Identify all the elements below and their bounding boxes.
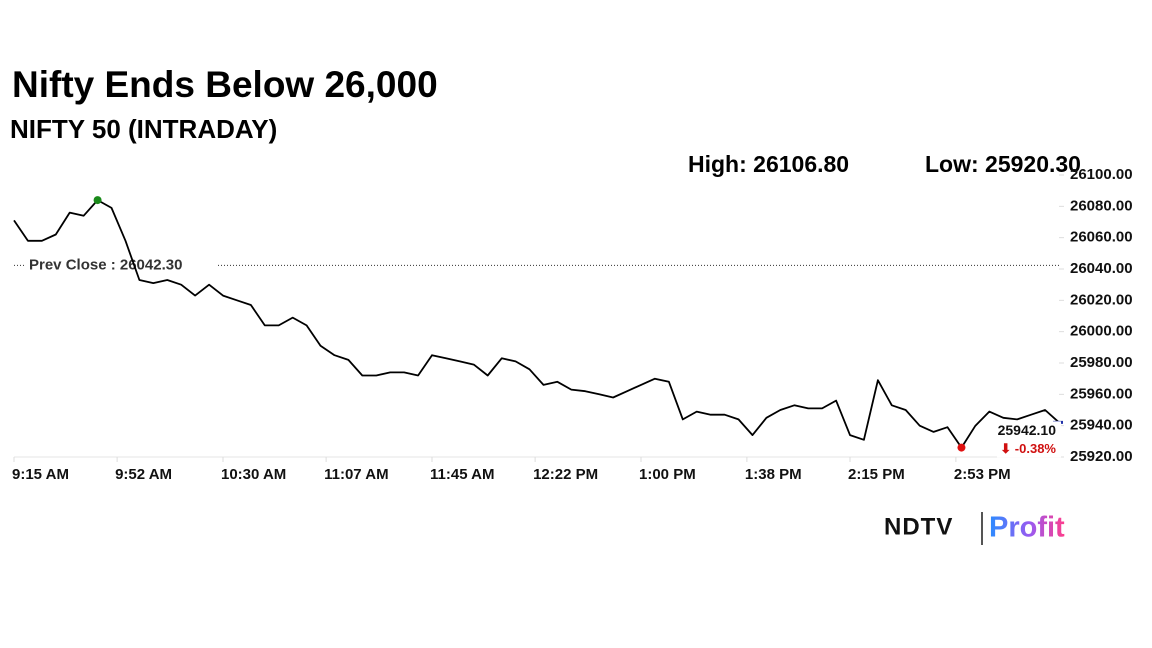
y-tick-label: 25920.00 <box>1070 448 1133 465</box>
x-tick-label: 11:07 AM <box>324 466 388 483</box>
x-tick-label: 9:15 AM <box>12 466 69 483</box>
y-tick-label: 25960.00 <box>1070 385 1133 402</box>
chart-subtitle: NIFTY 50 (INTRADAY) <box>10 114 277 144</box>
x-tick-label: 2:53 PM <box>954 466 1011 483</box>
low-marker <box>957 443 966 452</box>
y-tick-label: 26080.00 <box>1070 197 1133 214</box>
y-tick-label: 26100.00 <box>1070 166 1133 183</box>
high-label: High: 26106.80 <box>688 151 849 177</box>
high-marker <box>93 196 102 205</box>
y-tick-label: 26000.00 <box>1070 323 1133 340</box>
y-tick-label: 26040.00 <box>1070 260 1133 277</box>
x-tick-label: 11:45 AM <box>430 466 494 483</box>
chart-title: Nifty Ends Below 26,000 <box>12 64 438 105</box>
x-tick-label: 12:22 PM <box>533 466 598 483</box>
y-tick-label: 25980.00 <box>1070 354 1133 371</box>
prev-close-bg <box>24 255 218 276</box>
change-label: ⬇ -0.38% <box>1000 441 1056 456</box>
x-tick-label: 9:52 AM <box>115 466 172 483</box>
prev-close-label: Prev Close : 26042.30 <box>29 256 182 273</box>
logo-product: Profit <box>989 512 1065 544</box>
x-tick-label: 2:15 PM <box>848 466 905 483</box>
logo-brand: NDTV <box>884 513 953 540</box>
price-line <box>13 199 1060 449</box>
x-tick-label: 1:38 PM <box>745 466 802 483</box>
y-tick-label: 26020.00 <box>1070 291 1133 308</box>
y-tick-label: 26060.00 <box>1070 229 1133 246</box>
x-tick-label: 1:00 PM <box>639 466 696 483</box>
x-tick-label: 10:30 AM <box>221 466 286 483</box>
last-value-label: 25942.10 <box>998 422 1057 438</box>
y-tick-label: 25940.00 <box>1070 417 1133 434</box>
last-value-bg <box>997 421 1061 458</box>
low-label: Low: 25920.30 <box>925 151 1081 177</box>
